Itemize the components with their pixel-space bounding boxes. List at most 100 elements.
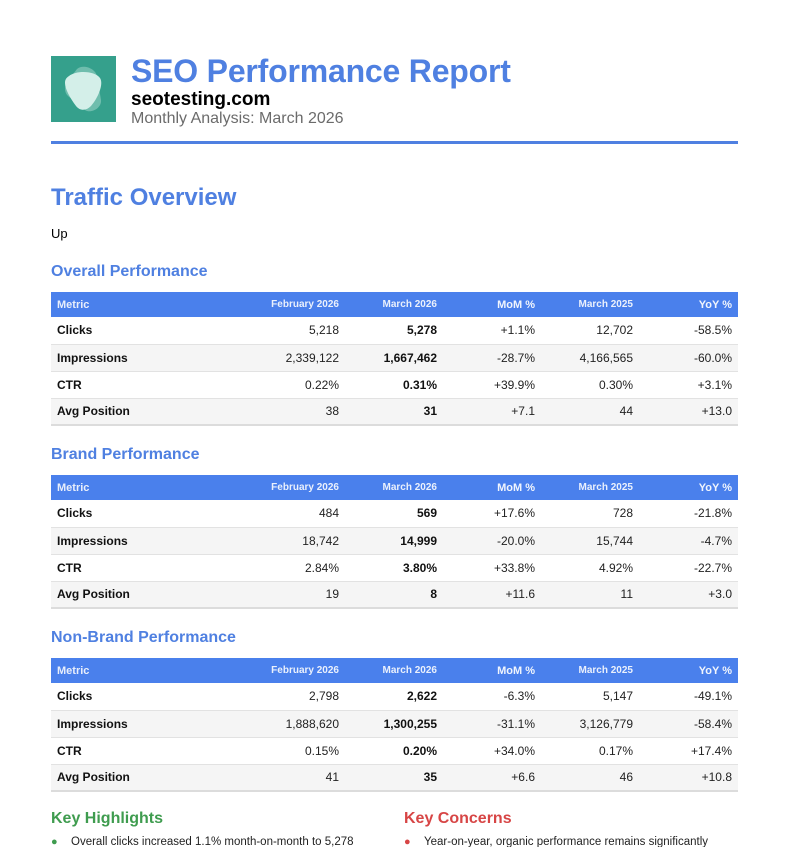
column-header-mar-2025: March 2025 [541, 658, 639, 683]
mar-2025-value: 3,126,779 [541, 710, 639, 738]
metric-label: Impressions [51, 710, 241, 738]
column-header-feb-2026: February 2026 [241, 292, 345, 317]
bullet-dot-icon: ● [404, 836, 411, 847]
metric-label: CTR [51, 554, 241, 582]
yoy-change: +10.8 [639, 764, 738, 792]
table-row: Clicks 5,218 5,278 +1.1% 12,702 -58.5% [51, 317, 738, 345]
mar-2025-value: 728 [541, 500, 639, 528]
summary-columns: Key Highlights ● Overall clicks increase… [51, 810, 738, 847]
table-row: Impressions 18,742 14,999 -20.0% 15,744 … [51, 527, 738, 555]
metric-label: Clicks [51, 317, 241, 345]
mom-change: +17.6% [443, 500, 541, 528]
column-header-metric: Metric [51, 292, 241, 317]
feb-2026-value: 1,888,620 [241, 710, 345, 738]
metric-label: Clicks [51, 500, 241, 528]
table-header-row: Metric February 2026 March 2026 MoM % Ma… [51, 475, 738, 500]
brand-performance-heading: Brand Performance [51, 446, 200, 463]
table-row: CTR 2.84% 3.80% +33.8% 4.92% -22.7% [51, 554, 738, 582]
traffic-overview-heading: Traffic Overview [51, 184, 237, 211]
table-row: Clicks 484 569 +17.6% 728 -21.8% [51, 500, 738, 528]
bullet-dot-icon: ● [51, 836, 58, 847]
metric-label: CTR [51, 737, 241, 765]
feb-2026-value: 18,742 [241, 527, 345, 555]
site-name: seotesting.com [131, 89, 271, 110]
mom-change: +1.1% [443, 317, 541, 345]
mar-2026-value: 569 [345, 500, 443, 528]
column-header-yoy: YoY % [639, 475, 738, 500]
mar-2025-value: 15,744 [541, 527, 639, 555]
traffic-overview-intro: Up [51, 226, 68, 241]
column-header-mar-2026: March 2026 [345, 475, 443, 500]
column-header-metric: Metric [51, 475, 241, 500]
mar-2026-value: 2,622 [345, 683, 443, 711]
feb-2026-value: 2,339,122 [241, 344, 345, 372]
report-title: SEO Performance Report [131, 53, 511, 89]
table-row: Impressions 1,888,620 1,300,255 -31.1% 3… [51, 710, 738, 738]
mar-2025-value: 11 [541, 581, 639, 609]
feb-2026-value: 2.84% [241, 554, 345, 582]
key-highlights-heading: Key Highlights [51, 810, 164, 827]
mom-change: +6.6 [443, 764, 541, 792]
mom-change: +11.6 [443, 581, 541, 609]
list-item: ● Year-on-year, organic performance rema… [404, 836, 734, 847]
table-row: CTR 0.22% 0.31% +39.9% 0.30% +3.1% [51, 371, 738, 399]
metric-label: CTR [51, 371, 241, 399]
metric-label: Impressions [51, 344, 241, 372]
yoy-change: +3.0 [639, 581, 738, 609]
feb-2026-value: 5,218 [241, 317, 345, 345]
highlight-text: Overall clicks increased 1.1% month-on-m… [71, 836, 354, 847]
brand-performance-table: Metric February 2026 March 2026 MoM % Ma… [51, 475, 738, 609]
column-header-mom: MoM % [443, 475, 541, 500]
report-header: SEO Performance Report seotesting.com Mo… [51, 53, 738, 144]
mar-2026-value: 35 [345, 764, 443, 792]
mom-change: +7.1 [443, 398, 541, 426]
mar-2025-value: 44 [541, 398, 639, 426]
yoy-change: -58.4% [639, 710, 738, 738]
metric-label: Avg Position [51, 764, 241, 792]
report-subtitle: Monthly Analysis: March 2026 [131, 110, 344, 127]
column-header-feb-2026: February 2026 [241, 475, 345, 500]
metric-label: Avg Position [51, 398, 241, 426]
mar-2025-value: 0.30% [541, 371, 639, 399]
mar-2026-value: 0.31% [345, 371, 443, 399]
mar-2025-value: 12,702 [541, 317, 639, 345]
metric-label: Clicks [51, 683, 241, 711]
yoy-change: -21.8% [639, 500, 738, 528]
mom-change: -28.7% [443, 344, 541, 372]
table-header-row: Metric February 2026 March 2026 MoM % Ma… [51, 658, 738, 683]
header-divider [51, 141, 738, 144]
mar-2026-value: 0.20% [345, 737, 443, 765]
column-header-mar-2025: March 2025 [541, 292, 639, 317]
concern-text: Year-on-year, organic performance remain… [424, 836, 709, 847]
feb-2026-value: 0.15% [241, 737, 345, 765]
mar-2026-value: 1,300,255 [345, 710, 443, 738]
feb-2026-value: 2,798 [241, 683, 345, 711]
table-row: Avg Position 19 8 +11.6 11 +3.0 [51, 581, 738, 609]
table-row: Avg Position 38 31 +7.1 44 +13.0 [51, 398, 738, 426]
yoy-change: -49.1% [639, 683, 738, 711]
key-concerns-heading: Key Concerns [404, 810, 512, 827]
column-header-mom: MoM % [443, 292, 541, 317]
mar-2025-value: 0.17% [541, 737, 639, 765]
mar-2025-value: 4.92% [541, 554, 639, 582]
column-header-yoy: YoY % [639, 658, 738, 683]
mom-change: -31.1% [443, 710, 541, 738]
overall-performance-table: Metric February 2026 March 2026 MoM % Ma… [51, 292, 738, 426]
table-row: Impressions 2,339,122 1,667,462 -28.7% 4… [51, 344, 738, 372]
mar-2026-value: 3.80% [345, 554, 443, 582]
yoy-change: +13.0 [639, 398, 738, 426]
feb-2026-value: 484 [241, 500, 345, 528]
seotesting-logo-icon [51, 56, 116, 122]
mom-change: -6.3% [443, 683, 541, 711]
non-brand-performance-heading: Non-Brand Performance [51, 629, 236, 646]
overall-performance-heading: Overall Performance [51, 263, 208, 280]
mar-2026-value: 14,999 [345, 527, 443, 555]
metric-label: Impressions [51, 527, 241, 555]
column-header-metric: Metric [51, 658, 241, 683]
non-brand-performance-table: Metric February 2026 March 2026 MoM % Ma… [51, 658, 738, 792]
metric-label: Avg Position [51, 581, 241, 609]
feb-2026-value: 0.22% [241, 371, 345, 399]
column-header-mar-2026: March 2026 [345, 292, 443, 317]
mar-2025-value: 4,166,565 [541, 344, 639, 372]
yoy-change: +17.4% [639, 737, 738, 765]
